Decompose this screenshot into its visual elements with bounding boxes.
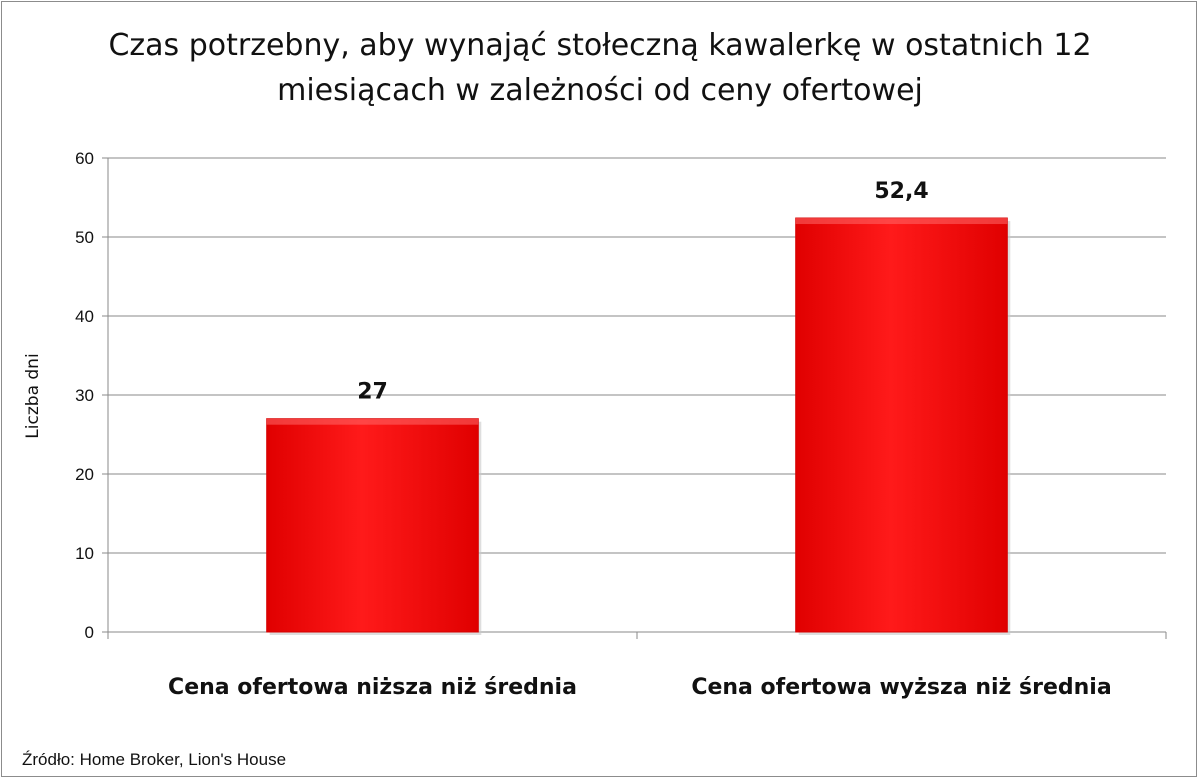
bar (266, 418, 479, 633)
y-tick-label: 10 (75, 544, 94, 563)
bar-highlight (266, 418, 479, 425)
y-tick-label: 30 (75, 386, 94, 405)
x-category-label: Cena ofertowa niższa niż średnia (168, 675, 577, 700)
y-tick-label: 60 (75, 149, 94, 168)
bars (266, 217, 1011, 636)
chart-title-line-2: miesiącach w zależności od ceny ofertowe… (277, 73, 923, 108)
chart-title-line-1: Czas potrzebny, aby wynająć stołeczną ka… (108, 28, 1091, 63)
y-tick-label: 40 (75, 307, 94, 326)
bar-highlight (795, 218, 1008, 225)
bar (795, 217, 1008, 633)
source-note: Źródło: Home Broker, Lion's House (22, 750, 286, 769)
y-tick-label: 50 (75, 228, 94, 247)
labels: 0 10 20 30 40 50 60 27 Cena ofertowa niższa niż … (75, 149, 1112, 700)
y-tick-label: 0 (85, 623, 94, 642)
y-tick-label: 20 (75, 465, 94, 484)
data-label: 27 (357, 380, 388, 405)
x-category-label: Cena ofertowa wyższa niż średnia (691, 675, 1111, 700)
data-label: 52,4 (874, 179, 928, 204)
y-axis-label: Liczba dni (23, 353, 43, 438)
